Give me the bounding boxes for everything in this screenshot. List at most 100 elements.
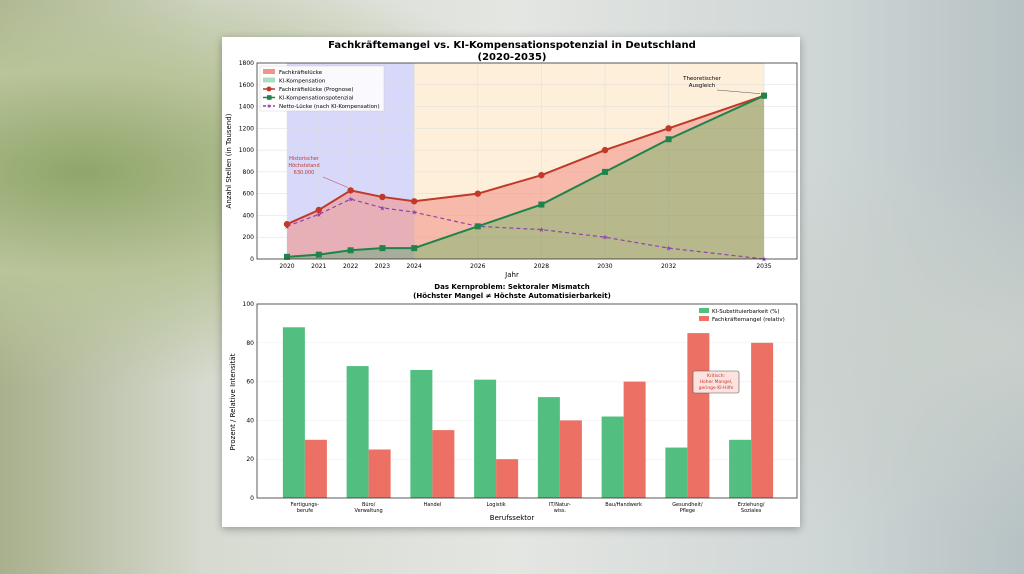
- x-tick-label: 2026: [470, 263, 485, 270]
- x-tick-label: 2021: [311, 263, 326, 270]
- x-tick-label: Erziehung/: [738, 502, 765, 508]
- chart-subtitle: (2020-2035): [478, 52, 547, 63]
- annotation-historic: Historischer: [289, 156, 320, 162]
- legend-label: KI-Substituierbarkeit (%): [712, 309, 780, 315]
- annotation-critical: Hoher Mangel,: [700, 379, 733, 385]
- annotation-historic: Höchststand: [288, 163, 319, 169]
- ki-point: [379, 245, 386, 252]
- netto-point: ★: [411, 209, 417, 217]
- legend-box: [259, 65, 385, 112]
- y-axis-label: Prozent / Relative Intensität: [229, 353, 237, 450]
- y-tick-label: 200: [243, 234, 255, 241]
- legend-label: Fachkräftelücke (Prognose): [279, 87, 354, 93]
- ki-line: [286, 94, 765, 258]
- ki-point: [474, 223, 481, 230]
- legend-label: KI-Kompensation: [279, 79, 326, 85]
- prognose-point: [538, 171, 545, 179]
- bar-ki: [346, 366, 369, 498]
- x-tick-label: 2032: [661, 263, 676, 270]
- bar-mangel: [559, 420, 582, 498]
- x-axis-label: Berufssektor: [490, 514, 535, 522]
- bar-mangel: [304, 439, 327, 498]
- legend-swatch: [699, 316, 709, 321]
- y-tick-label: 1600: [239, 82, 254, 89]
- prognose-point: [379, 193, 386, 201]
- legend-swatch: [699, 308, 709, 313]
- x-tick-label: 2023: [375, 263, 390, 270]
- netto-line: [286, 198, 765, 260]
- legend-label: Netto-Lücke (nach KI-Kompensation): [279, 104, 380, 110]
- ki-point: [284, 253, 290, 260]
- bar-mangel: [368, 449, 391, 498]
- ki-point: [761, 92, 767, 99]
- bar-ki: [282, 327, 305, 498]
- bar-mangel: [496, 459, 519, 498]
- y-tick-label: 100: [243, 301, 255, 308]
- netto-point: ★: [347, 196, 353, 204]
- prognose-point: [665, 125, 672, 132]
- prognose-point: [347, 187, 354, 194]
- x-tick-label: 2024: [407, 263, 422, 270]
- x-tick-label: Bau/Handwerk: [605, 502, 642, 508]
- y-tick-label: 400: [243, 212, 255, 219]
- legend-marker: [266, 86, 272, 92]
- gap-area: [287, 95, 764, 257]
- netto-point: ★: [538, 226, 544, 234]
- netto-point: ★: [316, 211, 322, 219]
- legend-swatch: [263, 77, 275, 83]
- annotation-critical: geringe KI-Hilfe: [699, 385, 734, 391]
- chart-title: Fachkräftemangel vs. KI-Kompensationspot…: [328, 40, 696, 51]
- bar-chart-subtitle: (Höchster Mangel ≠ Höchste Automatisierb…: [413, 292, 611, 300]
- y-tick-label: 40: [246, 417, 254, 424]
- y-axis-label: Anzahl Stellen (in Tausend): [225, 113, 233, 208]
- prognose-point: [283, 220, 291, 228]
- bar-mangel: [687, 333, 710, 498]
- annotation-historic: 630.000: [294, 170, 315, 176]
- x-tick-label: Pflege: [680, 508, 696, 514]
- x-tick-label: 2035: [756, 263, 771, 270]
- legend-label: Fachkräftelücke: [279, 70, 323, 76]
- annotation-box: [692, 370, 740, 394]
- legend-label: Fachkräftemangel (relativ): [712, 317, 785, 323]
- bar-ki: [729, 439, 752, 498]
- prognose-point: [315, 206, 322, 214]
- x-tick-label: Gesundheit/: [672, 502, 703, 508]
- legend-marker: ★: [266, 103, 271, 110]
- bar-chart-title: Das Kernproblem: Sektoraler Mismatch: [434, 283, 589, 291]
- y-tick-label: 80: [246, 340, 254, 347]
- x-tick-label: 2028: [534, 263, 549, 270]
- y-tick-label: 600: [243, 191, 255, 198]
- y-tick-label: 1800: [239, 60, 254, 67]
- x-tick-label: berufe: [297, 508, 313, 514]
- bar-mangel: [432, 430, 455, 498]
- y-tick-label: 20: [246, 456, 254, 463]
- x-tick-label: 2020: [279, 263, 294, 270]
- prognose-point: [474, 190, 481, 197]
- chart-panel: Fachkräftemangel vs. KI-Kompensationspot…: [222, 37, 800, 527]
- annotation-critical: Kritisch:: [707, 373, 725, 379]
- x-tick-label: Verwaltung: [355, 508, 383, 514]
- x-tick-label: 2030: [597, 263, 612, 270]
- netto-point: ★: [761, 256, 767, 264]
- x-tick-label: Soziales: [741, 508, 762, 514]
- ki-point: [602, 168, 608, 175]
- netto-point: ★: [379, 204, 385, 212]
- bar-mangel: [751, 342, 774, 498]
- annotation-arrow: [322, 176, 348, 188]
- plot-frame: [256, 62, 798, 260]
- x-tick-label: Fertigungs-: [291, 502, 319, 508]
- plot-frame: [256, 303, 798, 499]
- x-tick-label: Logistik: [487, 502, 506, 508]
- ki-point: [538, 201, 545, 208]
- bar-mangel: [623, 381, 646, 498]
- legend-label: KI-Kompensationspotenzial: [279, 96, 354, 102]
- bar-ki: [601, 416, 624, 498]
- bar-ki: [474, 379, 497, 498]
- compensation-area: [287, 95, 764, 259]
- x-axis-label: Jahr: [504, 271, 519, 279]
- bar-ki: [665, 447, 688, 498]
- y-tick-label: 0: [250, 256, 254, 263]
- bar-ki: [410, 369, 433, 498]
- ki-point: [347, 247, 354, 254]
- netto-point: ★: [602, 234, 608, 242]
